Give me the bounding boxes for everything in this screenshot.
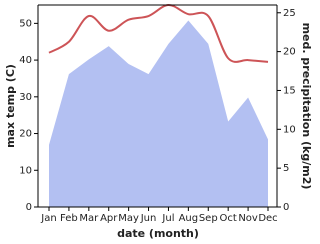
x-tick-label: Feb [60, 213, 78, 224]
y2-tick-label: 20 [283, 47, 296, 58]
y-tick-label: 50 [19, 18, 32, 29]
y2-tick-label: 0 [283, 202, 289, 213]
y-axis-label: max temp (C) [4, 64, 17, 148]
x-tick-label: Jan [40, 213, 56, 224]
x-tick-label: Jul [161, 213, 174, 224]
y-tick-label: 10 [19, 165, 32, 176]
y2-tick-label: 25 [283, 8, 296, 19]
x-tick-label: Dec [258, 213, 277, 224]
y2-axis-label: med. precipitation (kg/m2) [300, 23, 313, 190]
temperature-line [48, 4, 269, 63]
y-tick-label: 30 [19, 92, 32, 103]
x-tick-label: Aug [179, 213, 199, 224]
x-axis-label: date (month) [117, 227, 199, 240]
x-tick-label: Nov [238, 213, 258, 224]
y-tick-label: 20 [19, 129, 32, 140]
x-tick-label: Apr [100, 213, 118, 224]
y2-tick-label: 10 [283, 124, 296, 135]
precipitation-area [49, 20, 268, 207]
y-tick-label: 0 [26, 202, 32, 213]
x-tick-label: Oct [220, 213, 237, 224]
x-tick-label: Sep [199, 213, 218, 224]
y2-tick-label: 5 [283, 163, 289, 174]
x-tick-label: Jun [140, 213, 157, 224]
x-tick-label: May [118, 213, 139, 224]
y2-tick-label: 15 [283, 85, 296, 96]
y-tick-label: 40 [19, 55, 32, 66]
x-tick-label: Mar [79, 213, 99, 224]
